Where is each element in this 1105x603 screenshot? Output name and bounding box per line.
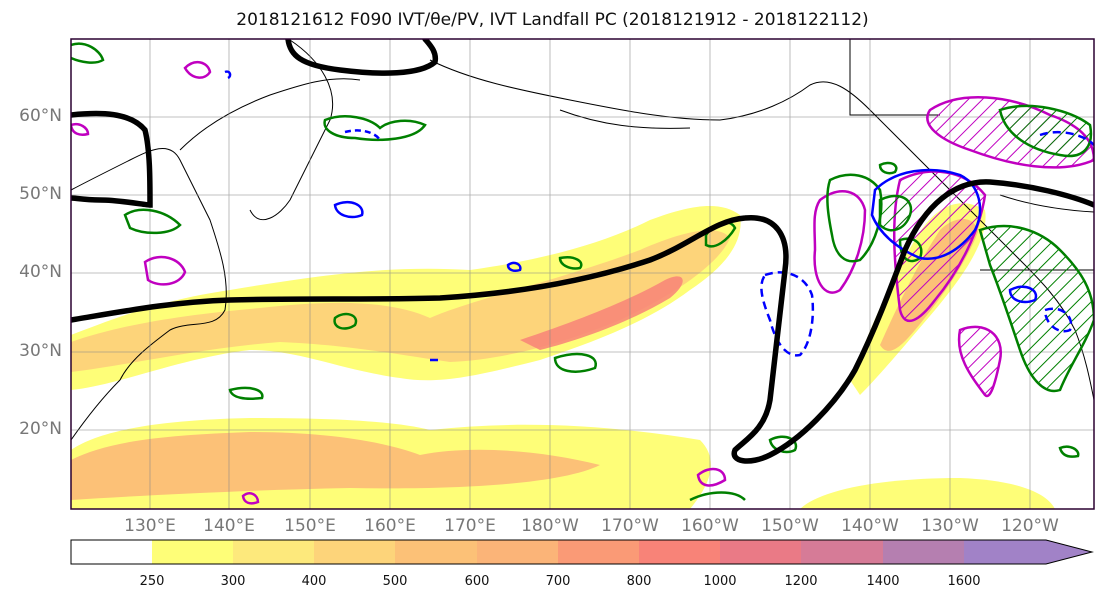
cb-seg-2 [233,540,314,564]
map-frame [70,38,1095,510]
lon-label: 130°E [124,516,176,536]
lon-label: 120°W [1001,516,1059,536]
colorbar-tick: 300 [220,574,246,589]
cb-seg-4 [395,540,477,564]
cb-seg-3 [314,540,395,564]
coastlines [71,39,1094,441]
colorbar-tick: 1400 [866,574,900,589]
lon-label: 140°E [203,516,255,536]
pv-negative-contours [224,70,1094,362]
lon-label: 130°W [921,516,979,536]
cb-seg-5 [477,540,558,564]
colorbar-tick: 600 [464,574,490,589]
cb-seg-8 [720,540,801,564]
lon-label: 170°E [444,516,496,536]
colorbar-tick: 250 [139,574,165,589]
lat-label: 40°N [19,262,62,282]
ivt-core-north [520,276,683,350]
theta-e-contours [71,39,1094,464]
ivt-colorbar [70,539,1094,565]
lat-label: 20°N [19,419,62,439]
lon-label: 150°W [761,516,819,536]
colorbar-tick: 500 [382,574,408,589]
colorbar-tick: 400 [301,574,327,589]
colorbar-tick: 1000 [703,574,737,589]
lat-label: 60°N [19,106,62,126]
plot-title: 2018121612 F090 IVT/θe/PV, IVT Landfall … [236,10,869,30]
cb-seg-7 [639,540,720,564]
cb-seg-0 [71,540,152,564]
lon-label: 160°W [681,516,739,536]
colorbar-tick: 800 [626,574,652,589]
pv-positive-contours [71,42,1094,502]
lon-label: 160°E [364,516,416,536]
ivt-band-south-inner [71,432,600,500]
cb-seg-9 [801,540,883,564]
colorbar-tick: 700 [545,574,571,589]
cb-seg-extend [964,540,1092,564]
colorbar-tick: 1200 [784,574,818,589]
lat-label: 30°N [19,341,62,361]
lon-label: 170°W [601,516,659,536]
cb-seg-6 [558,540,639,564]
ivt-band-far-south [800,478,1055,509]
lon-label: 140°W [841,516,899,536]
lat-label: 50°N [19,184,62,204]
cb-seg-10 [883,540,964,564]
lon-label: 180°W [521,516,579,536]
lon-label: 150°E [284,516,336,536]
colorbar-tick: 1600 [947,574,981,589]
cb-seg-1 [152,540,233,564]
